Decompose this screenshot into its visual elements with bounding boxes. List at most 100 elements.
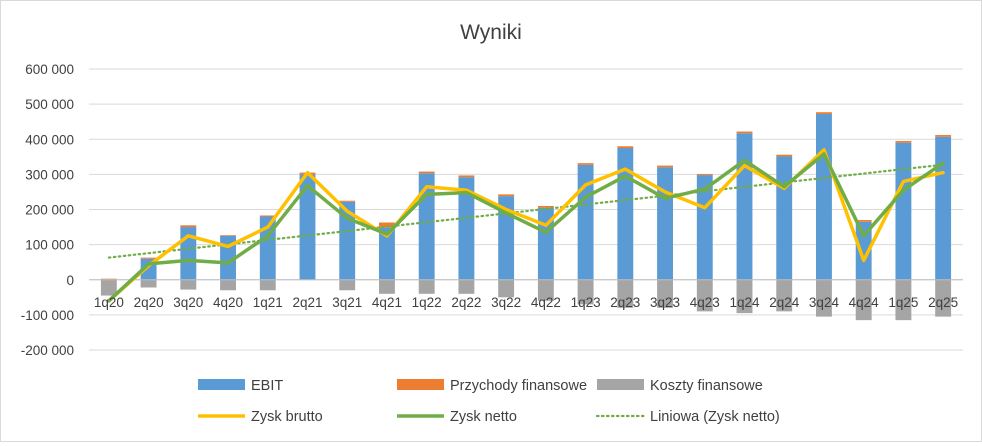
y-tick-label: 600 000 [25, 62, 74, 77]
x-tick-label: 3q22 [491, 295, 521, 310]
bar-przychody-finansowe [855, 220, 872, 222]
bar-koszty-finansowe [418, 279, 435, 294]
bar-przychody-finansowe [537, 205, 554, 208]
bar-przychody-finansowe [617, 146, 634, 149]
x-tick-label: 3q24 [809, 295, 840, 310]
x-tick-label: 4q20 [213, 295, 243, 310]
y-tick-label: 0 [66, 273, 74, 288]
legend-label-liniowa-zysk-netto: Liniowa (Zysk netto) [650, 409, 780, 425]
x-tick-label: 3q21 [332, 295, 362, 310]
bar-koszty-finansowe [736, 279, 753, 314]
bar-przychody-finansowe [736, 131, 753, 134]
legend-swatch-koszty-finansowe [597, 379, 644, 390]
x-tick-label: 4q24 [849, 295, 880, 310]
bar-przychody-finansowe [220, 235, 236, 236]
x-axis: 1q20 2q20 3q20 4q20 1q21 2q21 3q21 4q21 1q22 2q22… [94, 295, 958, 310]
legend: EBIT Przychody finansowe Koszty finansowe Z… [198, 378, 780, 425]
bar-koszty-finansowe [220, 279, 236, 291]
x-tick-label: 3q20 [173, 295, 203, 310]
legend-swatch-ebit [198, 379, 245, 390]
legend-label-zysk-netto: Zysk netto [450, 409, 517, 425]
bar-przychody-finansowe [418, 171, 435, 174]
x-tick-label: 1q25 [888, 295, 918, 310]
legend-label-koszty-finansowe: Koszty finansowe [650, 378, 763, 394]
line-zysk-netto [107, 152, 945, 303]
x-tick-label: 2q24 [769, 295, 800, 310]
bar-koszty-finansowe [696, 279, 713, 312]
x-tick-label: 1q21 [253, 295, 283, 310]
chart-title: Wyniki [460, 21, 522, 44]
y-tick-label: 300 000 [25, 167, 74, 182]
bar-przychody-finansowe [140, 257, 157, 259]
bar-koszty-finansowe [259, 279, 276, 291]
x-tick-label: 4q23 [690, 295, 720, 310]
bar-przychody-finansowe [100, 278, 117, 280]
bar-koszty-finansowe [855, 279, 872, 321]
bar-koszty-finansowe [140, 279, 157, 288]
bar-koszty-finansowe [458, 279, 475, 294]
bar-koszty-finansowe [100, 279, 117, 296]
y-tick-label: -200 000 [21, 343, 74, 358]
bar-koszty-finansowe [816, 279, 832, 317]
bar-przychody-finansowe [577, 163, 594, 165]
legend-label-zysk-brutto: Zysk brutto [251, 409, 323, 425]
legend-swatch-przychody-finansowe [397, 379, 444, 390]
bar-ebit [537, 207, 554, 280]
bar-przychody-finansowe [379, 222, 395, 228]
x-tick-label: 2q23 [610, 295, 640, 310]
bar-ebit [299, 174, 316, 280]
legend-label-ebit: EBIT [251, 378, 283, 394]
bar-koszty-finansowe [895, 279, 912, 321]
bar-ebit [458, 177, 475, 280]
bar-koszty-finansowe [498, 279, 515, 298]
bar-koszty-finansowe [339, 279, 356, 291]
y-tick-label: 100 000 [25, 238, 74, 253]
bar-przychody-finansowe [657, 165, 673, 168]
bar-koszty-finansowe [657, 279, 673, 308]
x-tick-label: 4q21 [372, 295, 402, 310]
x-tick-label: 2q21 [292, 295, 322, 310]
y-tick-label: 200 000 [25, 203, 74, 218]
x-tick-label: 4q22 [531, 295, 561, 310]
bar-przychody-finansowe [339, 200, 356, 202]
x-tick-label: 1q20 [94, 295, 124, 310]
y-tick-label: 400 000 [25, 132, 74, 147]
y-tick-label: 500 000 [25, 97, 74, 112]
x-tick-label: 1q22 [412, 295, 442, 310]
y-axis: -200 000 -100 000 0 100 000 200 000 300 000 40… [21, 62, 74, 358]
line-series [107, 148, 945, 303]
bar-ebit [816, 113, 832, 280]
x-tick-label: 1q24 [729, 295, 760, 310]
trendline-zysk-netto [107, 163, 945, 259]
bar-koszty-finansowe [617, 279, 634, 308]
bar-ebit [657, 167, 673, 280]
bar-ebit [776, 156, 793, 280]
bar-ebit [895, 142, 912, 280]
bar-przychody-finansowe [180, 225, 197, 228]
bar-przychody-finansowe [696, 174, 713, 176]
bar-ebit [935, 136, 952, 280]
bar-przychody-finansowe [816, 112, 832, 114]
bar-koszty-finansowe [935, 279, 952, 317]
x-tick-label: 1q23 [571, 295, 601, 310]
bar-ebit [855, 221, 872, 280]
bar-koszty-finansowe [537, 279, 554, 301]
bar-ebit [379, 227, 395, 280]
bar-przychody-finansowe [935, 135, 952, 137]
bar-koszty-finansowe [180, 279, 197, 290]
bar-przychody-finansowe [895, 141, 912, 143]
bar-przychody-finansowe [458, 175, 475, 178]
x-tick-label: 3q23 [650, 295, 680, 310]
bar-ebit [498, 196, 515, 280]
bar-koszty-finansowe [577, 279, 594, 305]
bar-ebit [617, 148, 634, 280]
bar-koszty-finansowe [776, 279, 793, 312]
bar-przychody-finansowe [498, 194, 515, 197]
bar-ebit [736, 133, 753, 280]
x-tick-label: 2q20 [134, 295, 164, 310]
bar-przychody-finansowe [259, 215, 276, 217]
bar-przychody-finansowe [776, 154, 793, 157]
x-tick-label: 2q25 [928, 295, 958, 310]
